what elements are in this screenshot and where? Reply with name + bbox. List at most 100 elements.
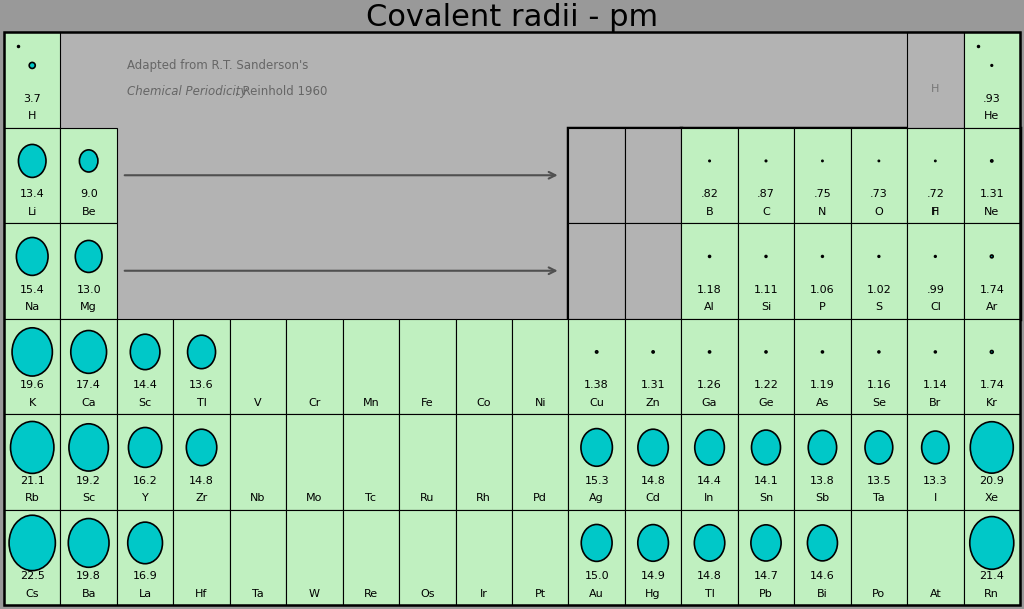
Text: 1.31: 1.31 (641, 381, 666, 390)
Bar (737, 510, 795, 605)
Bar (568, 127, 625, 223)
Bar (964, 319, 1020, 414)
Bar (681, 319, 737, 414)
Text: W: W (309, 588, 319, 599)
Text: Ir: Ir (480, 588, 487, 599)
Bar (117, 127, 568, 319)
Ellipse shape (186, 429, 217, 466)
Text: C: C (762, 206, 770, 217)
Text: F: F (932, 206, 939, 217)
Text: 21.4: 21.4 (979, 571, 1005, 582)
Bar (625, 414, 681, 510)
Text: 19.8: 19.8 (76, 571, 101, 582)
Bar (795, 127, 851, 223)
Text: Ni: Ni (535, 398, 546, 407)
Ellipse shape (765, 351, 767, 353)
Bar (907, 510, 964, 605)
Text: Po: Po (872, 588, 886, 599)
Text: Ge: Ge (758, 398, 774, 407)
Text: Ar: Ar (986, 302, 998, 312)
Text: 14.4: 14.4 (697, 476, 722, 486)
Text: Rn: Rn (984, 588, 999, 599)
Text: B: B (706, 206, 714, 217)
Bar (512, 319, 568, 414)
Text: 1.74: 1.74 (979, 285, 1005, 295)
Text: .93: .93 (983, 94, 1000, 104)
Text: Mo: Mo (306, 493, 323, 503)
Text: Kr: Kr (986, 398, 997, 407)
Bar (343, 510, 399, 605)
Ellipse shape (935, 256, 936, 257)
Text: Ca: Ca (81, 398, 96, 407)
Ellipse shape (935, 160, 936, 161)
Bar (4, 414, 60, 510)
Bar (60, 510, 117, 605)
Bar (681, 127, 737, 223)
Ellipse shape (187, 335, 215, 368)
Bar (795, 414, 851, 510)
Text: 16.9: 16.9 (133, 571, 158, 582)
Bar (851, 414, 907, 510)
Ellipse shape (752, 430, 780, 465)
Bar (173, 414, 229, 510)
Text: Ru: Ru (420, 493, 434, 503)
Bar (851, 319, 907, 414)
Text: Pb: Pb (759, 588, 773, 599)
Ellipse shape (694, 430, 724, 465)
Text: .82: .82 (700, 189, 719, 199)
Text: 1.74: 1.74 (979, 381, 1005, 390)
Bar (851, 223, 907, 319)
Text: Na: Na (25, 302, 40, 312)
Bar (681, 414, 737, 510)
Bar (399, 414, 456, 510)
Bar (456, 319, 512, 414)
Text: 14.8: 14.8 (641, 476, 666, 486)
Ellipse shape (71, 331, 106, 373)
Bar (907, 32, 964, 127)
Text: K: K (29, 398, 36, 407)
Text: Zn: Zn (646, 398, 660, 407)
Ellipse shape (879, 160, 880, 161)
Ellipse shape (30, 62, 35, 68)
Bar (737, 127, 795, 223)
Ellipse shape (638, 429, 669, 466)
Text: Xe: Xe (985, 493, 998, 503)
Bar (907, 223, 964, 319)
Bar (117, 414, 173, 510)
Text: 13.6: 13.6 (189, 381, 214, 390)
Text: H: H (28, 111, 37, 121)
Bar (173, 319, 229, 414)
Bar (343, 414, 399, 510)
Bar (60, 223, 117, 319)
Text: At: At (930, 588, 941, 599)
Text: Ne: Ne (984, 206, 999, 217)
Text: 20.9: 20.9 (979, 476, 1005, 486)
Text: Cs: Cs (26, 588, 39, 599)
Text: Sc: Sc (138, 398, 152, 407)
Text: N: N (818, 206, 826, 217)
Text: .72: .72 (927, 189, 944, 199)
Text: 1.02: 1.02 (866, 285, 891, 295)
Ellipse shape (709, 255, 711, 258)
Text: Cr: Cr (308, 398, 321, 407)
Ellipse shape (694, 525, 725, 561)
Bar (964, 223, 1020, 319)
Bar (625, 223, 681, 319)
Bar (795, 510, 851, 605)
Text: Pd: Pd (534, 493, 547, 503)
Text: Cu: Cu (589, 398, 604, 407)
Bar (287, 319, 343, 414)
Text: P: P (819, 302, 825, 312)
Ellipse shape (765, 160, 767, 161)
Text: 13.3: 13.3 (923, 476, 947, 486)
Text: Rb: Rb (25, 493, 40, 503)
Text: 1.31: 1.31 (980, 189, 1005, 199)
Bar (4, 127, 60, 223)
Bar (568, 414, 625, 510)
Text: V: V (254, 398, 262, 407)
Text: .75: .75 (814, 189, 831, 199)
Text: 1.26: 1.26 (697, 381, 722, 390)
Bar (737, 414, 795, 510)
Bar (60, 32, 907, 127)
Text: 14.4: 14.4 (133, 381, 158, 390)
